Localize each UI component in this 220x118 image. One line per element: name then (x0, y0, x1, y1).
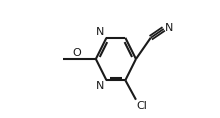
Text: N: N (96, 27, 105, 37)
Text: O: O (72, 48, 81, 58)
Text: N: N (165, 23, 174, 33)
Text: Cl: Cl (137, 101, 147, 111)
Text: N: N (96, 81, 105, 91)
